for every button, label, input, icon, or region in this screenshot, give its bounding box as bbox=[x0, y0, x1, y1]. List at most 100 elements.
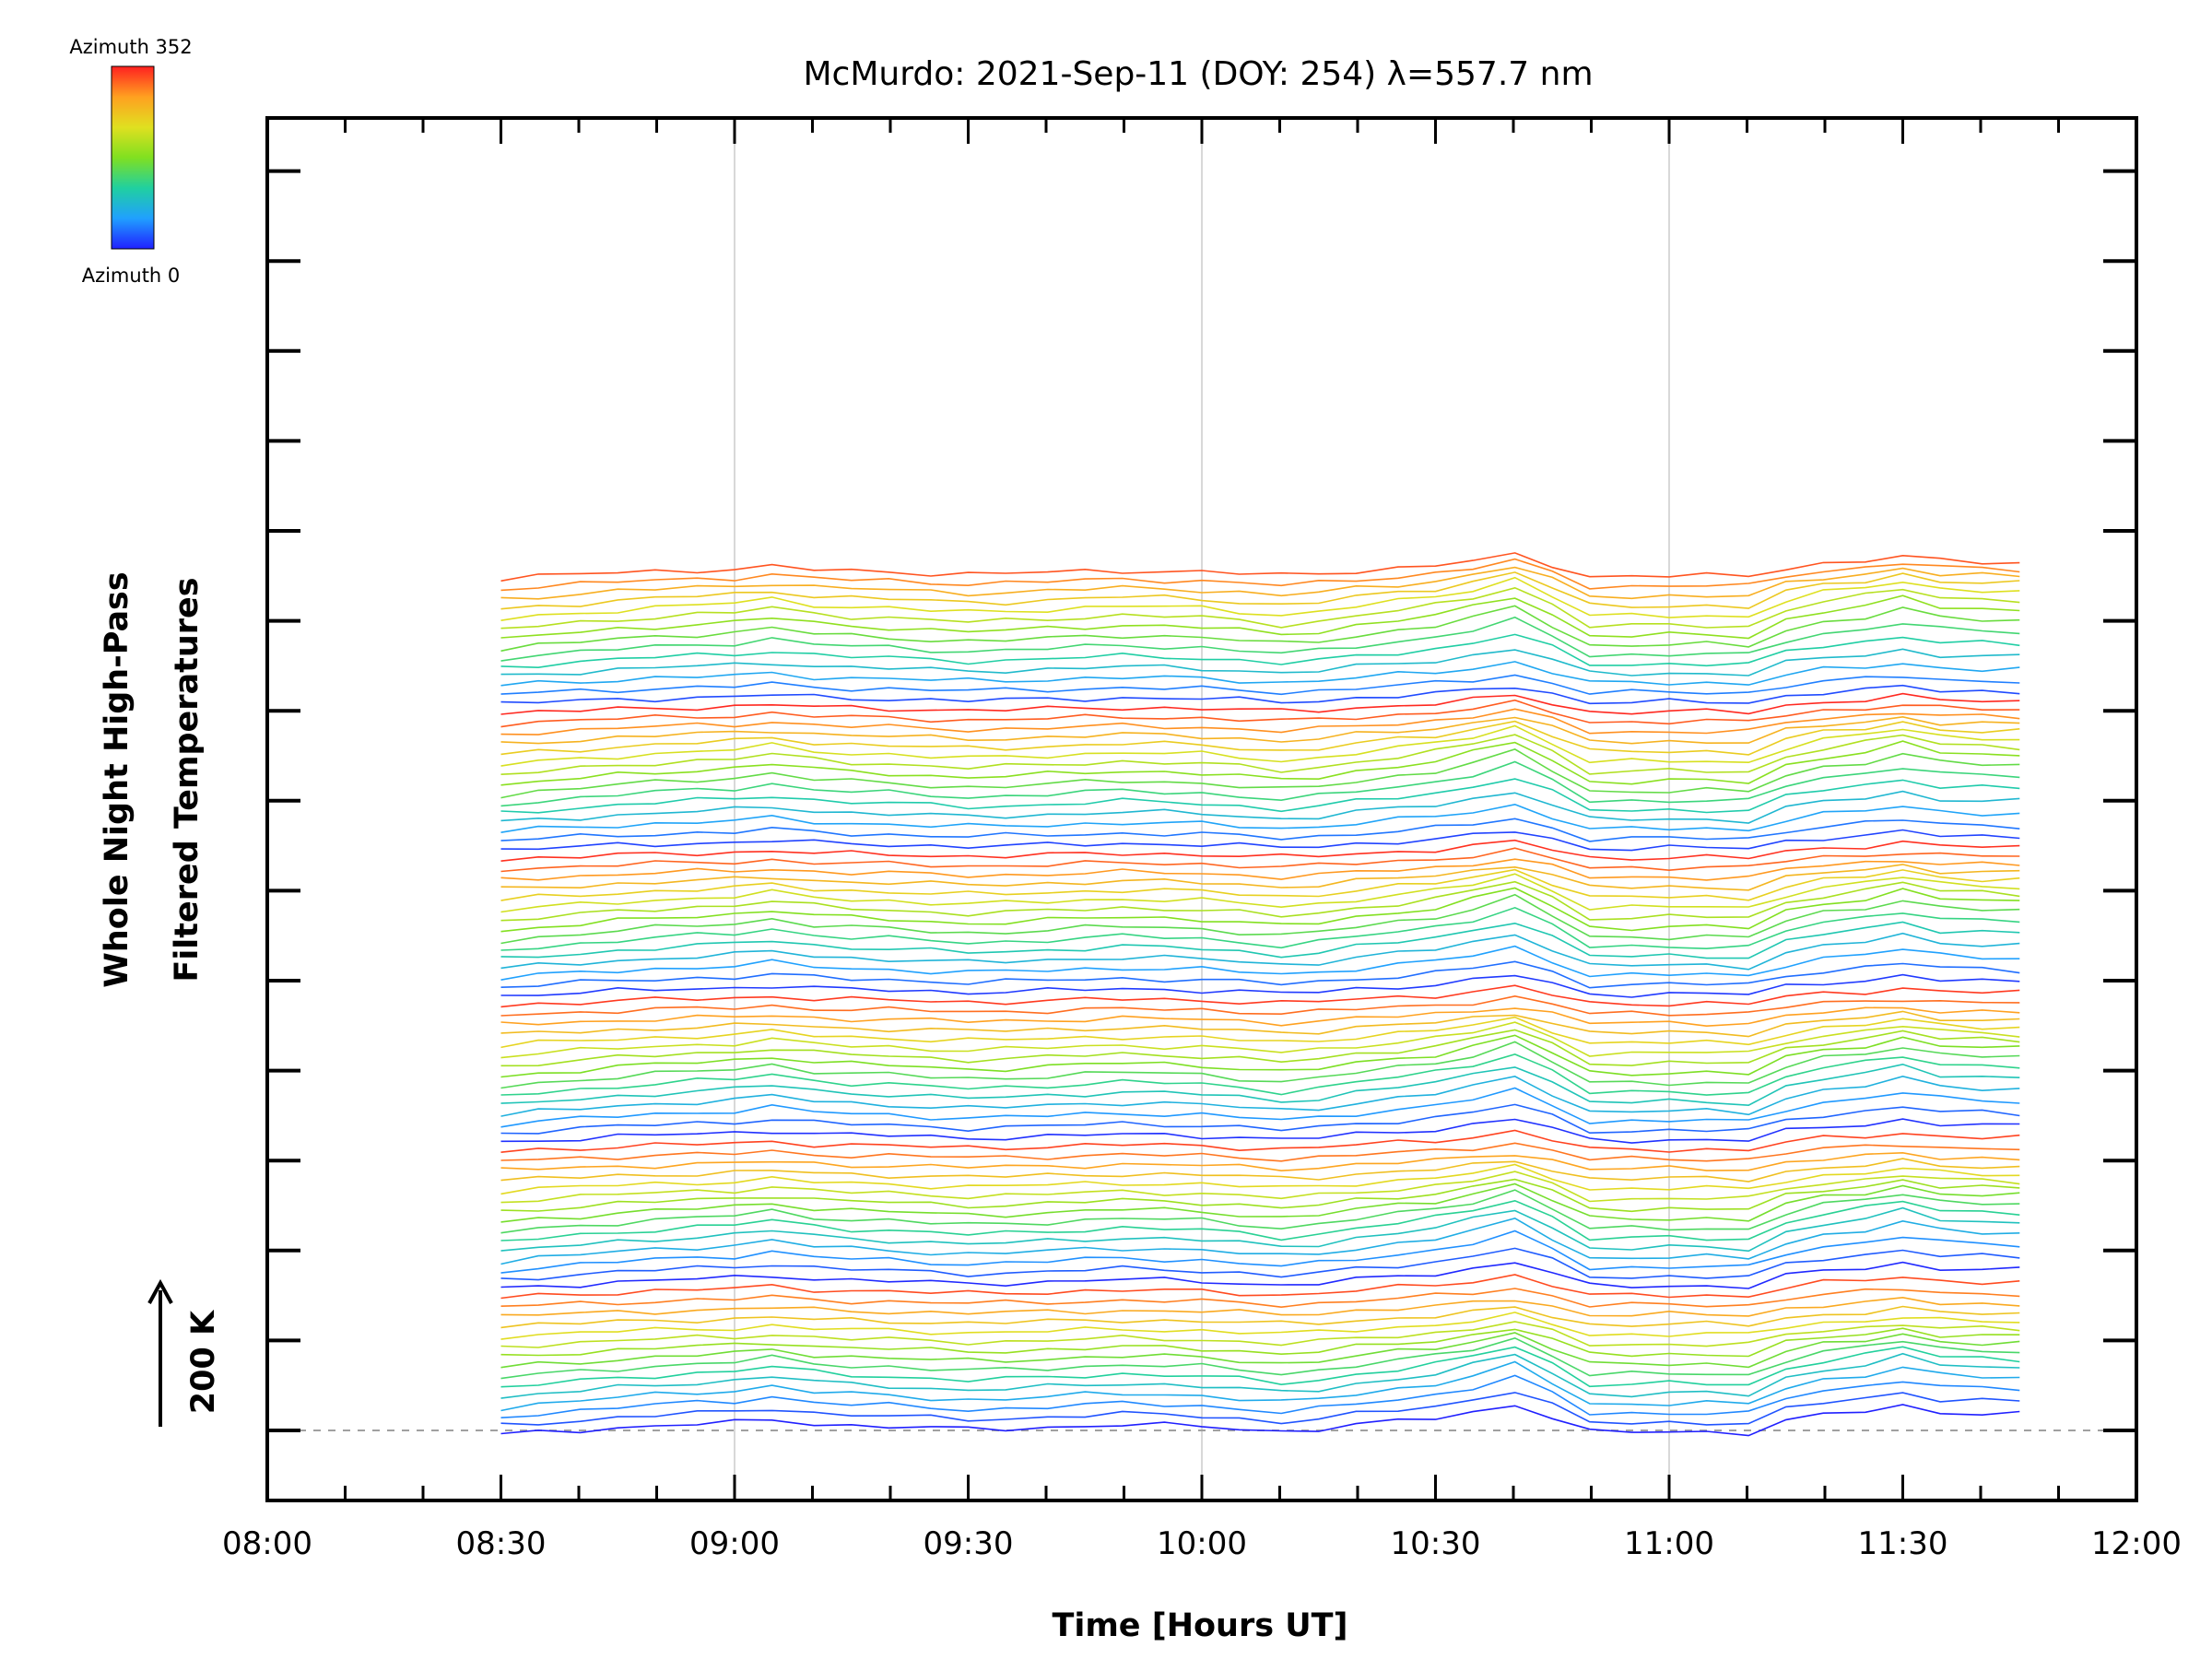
series-line bbox=[500, 1142, 2020, 1162]
series-line bbox=[500, 818, 2020, 842]
colorbar-bottom-label: Azimuth 0 bbox=[82, 265, 181, 287]
series-line bbox=[500, 847, 2020, 873]
series-line bbox=[500, 552, 2020, 582]
series-line bbox=[500, 1327, 2020, 1358]
colorbar-top-label: Azimuth 352 bbox=[69, 36, 192, 58]
series-line bbox=[500, 633, 2020, 669]
y-axis-label-line2: Filtered Temperatures bbox=[169, 577, 206, 982]
series-line bbox=[500, 734, 2020, 775]
series-line bbox=[500, 1312, 2020, 1340]
scale-label: 200 K bbox=[185, 1309, 222, 1414]
x-tick-label: 09:30 bbox=[924, 1525, 1014, 1562]
series-line bbox=[500, 973, 2020, 998]
series-line bbox=[500, 1087, 2020, 1128]
series-line bbox=[500, 1034, 2020, 1078]
series-line bbox=[500, 674, 2020, 696]
series-line bbox=[500, 1016, 2020, 1049]
series-line bbox=[500, 594, 2020, 640]
series-line bbox=[500, 1199, 2020, 1241]
series-line bbox=[500, 616, 2020, 662]
series-line bbox=[500, 873, 2020, 913]
series-line bbox=[500, 1230, 2020, 1274]
series-line bbox=[500, 724, 2020, 767]
series-line bbox=[500, 1261, 2020, 1289]
series-line bbox=[500, 1118, 2020, 1144]
series-line bbox=[500, 1182, 2020, 1223]
series-line bbox=[500, 880, 2020, 922]
series-line bbox=[500, 1336, 2020, 1380]
series-line bbox=[500, 1392, 2020, 1426]
series-line bbox=[500, 661, 2020, 687]
series-line bbox=[500, 984, 2020, 1008]
series-line bbox=[500, 1288, 2020, 1309]
series-line bbox=[500, 708, 2020, 735]
series-line bbox=[500, 1346, 2020, 1388]
series-line bbox=[500, 994, 2020, 1017]
series-line bbox=[500, 1163, 2020, 1195]
series-line bbox=[500, 558, 2020, 592]
series-line bbox=[500, 1029, 2020, 1067]
series-line bbox=[500, 778, 2020, 814]
scale-arrow-head bbox=[147, 1278, 173, 1304]
series-line bbox=[500, 760, 2020, 807]
series-line bbox=[500, 699, 2020, 728]
series-line bbox=[500, 1352, 2020, 1399]
series-line bbox=[500, 1171, 2020, 1204]
series-line bbox=[500, 1103, 2020, 1135]
series-line bbox=[500, 868, 2020, 901]
series-line bbox=[500, 715, 2020, 745]
series-line bbox=[500, 887, 2020, 933]
series-line bbox=[500, 605, 2020, 653]
series-line bbox=[500, 1360, 2020, 1412]
x-tick-label: 08:00 bbox=[222, 1525, 312, 1562]
series-line bbox=[500, 684, 2020, 705]
x-tick-label: 08:30 bbox=[456, 1525, 547, 1562]
series-line bbox=[500, 1075, 2020, 1117]
x-tick-label: 09:00 bbox=[689, 1525, 780, 1562]
series-line bbox=[500, 893, 2020, 945]
x-tick-label: 11:30 bbox=[1858, 1525, 1948, 1562]
series-line bbox=[500, 1129, 2020, 1153]
series-line bbox=[500, 1041, 2020, 1089]
series-line bbox=[500, 945, 2020, 981]
series-line bbox=[500, 1321, 2020, 1348]
series-line bbox=[500, 839, 2020, 862]
series-line bbox=[500, 1332, 2020, 1369]
x-tick-label: 12:00 bbox=[2091, 1525, 2182, 1562]
series-line bbox=[500, 740, 2020, 786]
chart-title: McMurdo: 2021-Sep-11 (DOY: 254) λ=557.7 … bbox=[803, 55, 1593, 93]
series-line bbox=[500, 858, 2020, 881]
series-line bbox=[500, 829, 2020, 852]
series-line bbox=[500, 906, 2020, 951]
series-line bbox=[500, 576, 2020, 621]
series-line bbox=[500, 932, 2020, 971]
series-line bbox=[500, 1006, 2020, 1028]
series-line bbox=[500, 1247, 2020, 1281]
series-line bbox=[500, 1274, 2020, 1300]
series-line bbox=[500, 1189, 2020, 1234]
series-line bbox=[500, 1206, 2020, 1253]
series-line bbox=[500, 1158, 2020, 1182]
series-line bbox=[500, 648, 2020, 677]
series-line bbox=[500, 1305, 2020, 1329]
series-line bbox=[500, 921, 2020, 959]
series-line bbox=[500, 748, 2020, 799]
series-line bbox=[500, 1217, 2020, 1265]
x-tick-labels: 08:00 08:30 09:00 09:30 10:00 10:30 11:00 11:30… bbox=[222, 1525, 2182, 1562]
series-line bbox=[500, 1151, 2020, 1172]
colorbar: Azimuth 352 Azimuth 0 bbox=[69, 36, 192, 287]
series-line bbox=[500, 586, 2020, 629]
x-axis-label: Time [Hours UT] bbox=[1052, 1607, 1347, 1644]
series-line bbox=[500, 1021, 2020, 1059]
series-line bbox=[500, 1010, 2020, 1038]
series-line bbox=[500, 803, 2020, 833]
series-line bbox=[500, 1374, 2020, 1418]
series-line bbox=[500, 1063, 2020, 1107]
scale-indicator: 200 K bbox=[147, 1278, 222, 1427]
series-line bbox=[500, 1404, 2020, 1437]
series-line bbox=[500, 566, 2020, 600]
series-line bbox=[500, 864, 2020, 891]
series-line bbox=[500, 692, 2020, 715]
x-tick-label: 10:00 bbox=[1157, 1525, 1247, 1562]
